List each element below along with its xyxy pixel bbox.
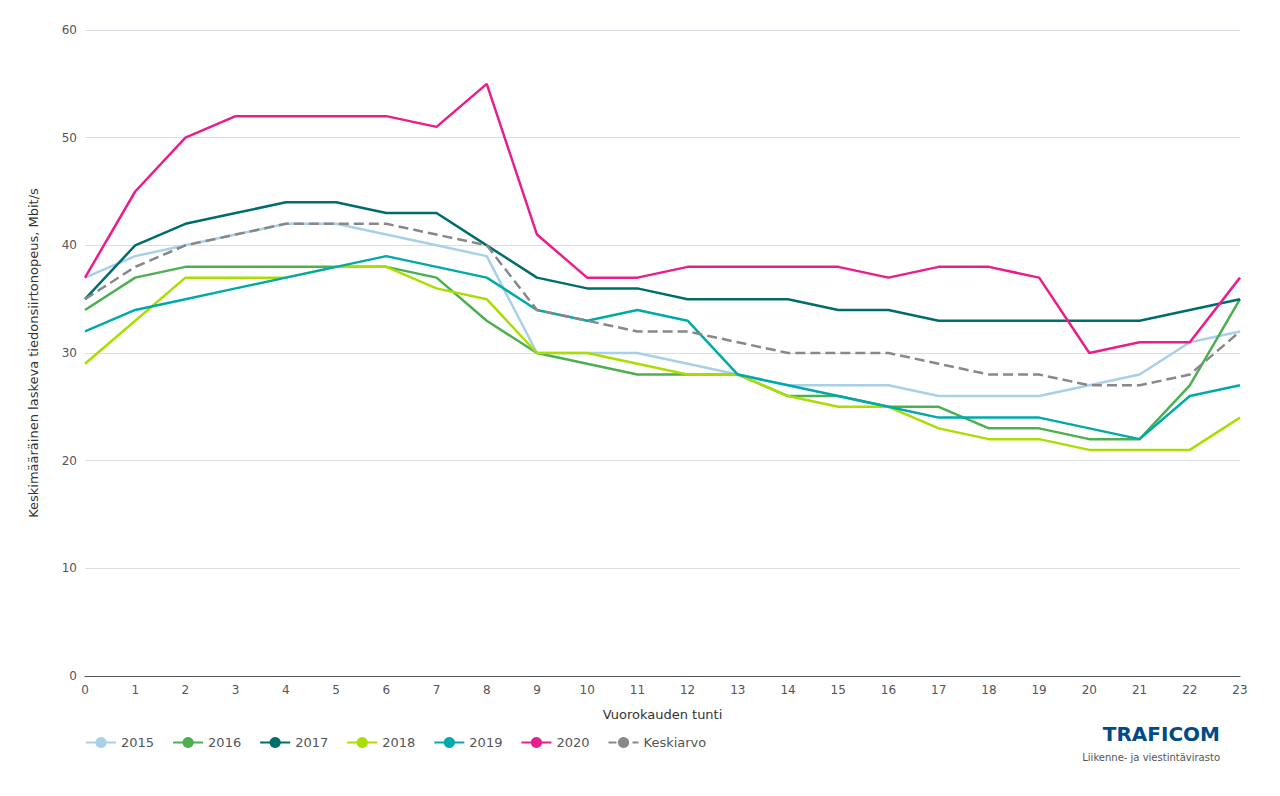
svg-text:14: 14 <box>780 683 795 697</box>
svg-text:6: 6 <box>382 683 390 697</box>
svg-text:21: 21 <box>1132 683 1147 697</box>
svg-text:11: 11 <box>630 683 645 697</box>
svg-text:8: 8 <box>483 683 491 697</box>
svg-text:2018: 2018 <box>382 735 415 750</box>
svg-text:7: 7 <box>433 683 441 697</box>
svg-text:Vuorokauden tunti: Vuorokauden tunti <box>603 707 723 722</box>
svg-text:40: 40 <box>62 238 77 252</box>
svg-text:13: 13 <box>730 683 745 697</box>
svg-text:30: 30 <box>62 346 77 360</box>
svg-text:15: 15 <box>831 683 846 697</box>
svg-text:50: 50 <box>62 131 77 145</box>
svg-text:0: 0 <box>69 669 77 683</box>
svg-text:1: 1 <box>131 683 139 697</box>
svg-text:2019: 2019 <box>469 735 502 750</box>
svg-text:TRAFICOM: TRAFICOM <box>1103 722 1220 746</box>
svg-text:0: 0 <box>81 683 89 697</box>
svg-text:Keskimääräinen laskeva tiedons: Keskimääräinen laskeva tiedonsiirtonopeu… <box>26 188 41 518</box>
svg-text:4: 4 <box>282 683 290 697</box>
svg-text:22: 22 <box>1182 683 1197 697</box>
svg-text:17: 17 <box>931 683 946 697</box>
svg-text:16: 16 <box>881 683 896 697</box>
svg-text:23: 23 <box>1232 683 1247 697</box>
svg-text:20: 20 <box>62 454 77 468</box>
svg-text:18: 18 <box>981 683 996 697</box>
svg-text:3: 3 <box>232 683 240 697</box>
svg-text:9: 9 <box>533 683 541 697</box>
svg-text:19: 19 <box>1031 683 1046 697</box>
svg-text:Keskiarvo: Keskiarvo <box>644 735 707 750</box>
svg-text:60: 60 <box>62 23 77 37</box>
svg-text:2016: 2016 <box>208 735 241 750</box>
svg-text:2017: 2017 <box>295 735 328 750</box>
svg-text:2015: 2015 <box>121 735 154 750</box>
svg-text:2: 2 <box>182 683 190 697</box>
svg-text:Liikenne- ja viestintävirasto: Liikenne- ja viestintävirasto <box>1082 752 1220 763</box>
svg-text:2020: 2020 <box>556 735 589 750</box>
svg-text:20: 20 <box>1082 683 1097 697</box>
svg-text:10: 10 <box>580 683 595 697</box>
svg-text:10: 10 <box>62 561 77 575</box>
svg-text:5: 5 <box>332 683 340 697</box>
svg-text:12: 12 <box>680 683 695 697</box>
